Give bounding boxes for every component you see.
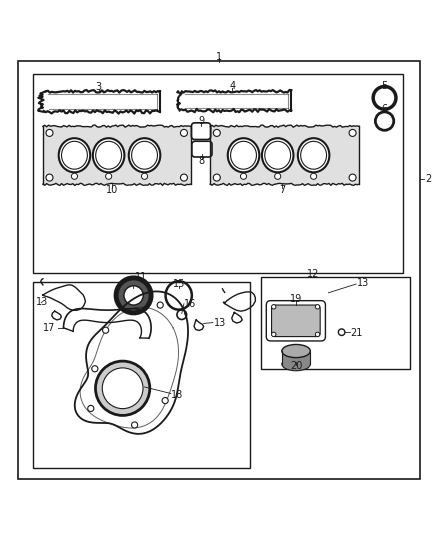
Ellipse shape (275, 173, 281, 179)
Ellipse shape (102, 368, 143, 409)
Text: 13: 13 (214, 318, 226, 328)
FancyBboxPatch shape (272, 305, 320, 336)
Ellipse shape (213, 130, 220, 136)
Text: 16: 16 (184, 298, 196, 309)
Bar (210, 126, 359, 184)
Text: 5: 5 (381, 81, 388, 91)
Ellipse shape (59, 138, 90, 172)
Bar (43, 126, 191, 184)
Text: 1: 1 (216, 52, 222, 62)
Ellipse shape (116, 278, 151, 313)
Text: 15: 15 (173, 279, 185, 289)
Ellipse shape (141, 173, 148, 179)
Text: 13: 13 (357, 278, 369, 288)
Text: 10: 10 (106, 185, 118, 195)
Text: 17: 17 (43, 323, 56, 333)
Ellipse shape (157, 302, 163, 308)
Text: 6: 6 (381, 104, 388, 114)
Ellipse shape (349, 130, 356, 136)
Ellipse shape (102, 327, 109, 333)
Ellipse shape (180, 174, 187, 181)
Ellipse shape (71, 173, 78, 179)
Text: 21: 21 (350, 328, 363, 338)
Ellipse shape (315, 304, 320, 309)
Text: 3: 3 (95, 82, 102, 92)
Ellipse shape (272, 304, 276, 309)
Ellipse shape (88, 406, 94, 411)
Text: 18: 18 (171, 390, 183, 400)
Text: 12: 12 (307, 269, 319, 279)
Ellipse shape (262, 138, 293, 172)
Ellipse shape (124, 286, 143, 305)
Text: 4: 4 (229, 81, 235, 91)
Ellipse shape (162, 398, 168, 403)
Ellipse shape (46, 174, 53, 181)
Ellipse shape (282, 344, 310, 358)
Ellipse shape (315, 332, 320, 336)
Ellipse shape (129, 138, 160, 172)
Ellipse shape (282, 358, 310, 371)
Ellipse shape (180, 130, 187, 136)
Text: 20: 20 (290, 361, 302, 372)
Ellipse shape (92, 366, 98, 372)
Text: 19: 19 (290, 294, 302, 304)
Ellipse shape (298, 138, 329, 172)
Ellipse shape (311, 173, 317, 179)
Text: 8: 8 (199, 156, 205, 166)
Bar (261, 278, 410, 369)
Bar (282, 351, 310, 364)
Ellipse shape (95, 361, 150, 415)
Ellipse shape (93, 138, 124, 172)
Text: 9: 9 (198, 116, 204, 126)
Ellipse shape (272, 332, 276, 336)
Text: 2: 2 (426, 174, 432, 184)
Bar (33, 282, 250, 468)
Ellipse shape (349, 174, 356, 181)
Ellipse shape (240, 173, 247, 179)
Ellipse shape (46, 130, 53, 136)
Text: 7: 7 (279, 185, 285, 195)
Ellipse shape (213, 174, 220, 181)
Ellipse shape (228, 138, 259, 172)
Text: 14: 14 (127, 279, 139, 289)
Text: 11: 11 (135, 272, 147, 282)
Ellipse shape (131, 422, 138, 428)
Ellipse shape (106, 173, 112, 179)
Bar (33, 74, 403, 273)
Text: 13: 13 (36, 297, 48, 308)
